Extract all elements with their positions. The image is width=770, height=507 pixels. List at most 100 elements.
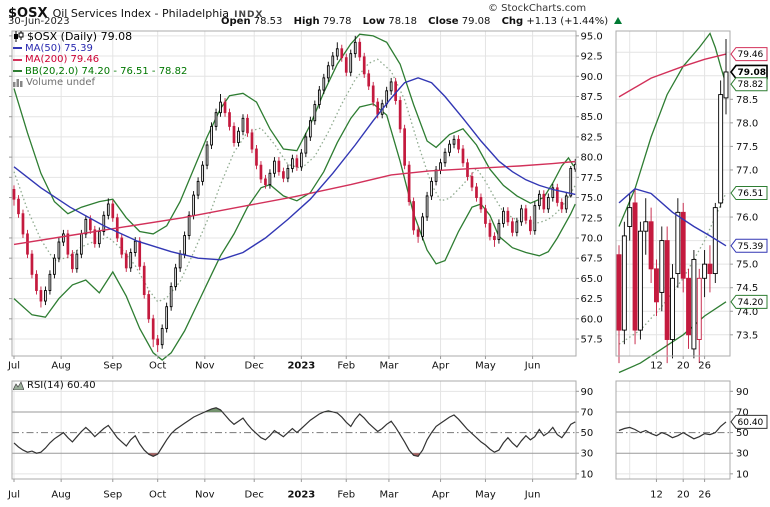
candle-body [53,257,56,275]
svg-text:12: 12 [650,490,663,501]
candle-body [151,318,155,340]
candle-body [502,210,505,224]
candle-body [79,233,83,255]
candle-body [479,197,483,210]
svg-text:75.0: 75.0 [581,193,603,204]
candle-body [214,112,218,127]
legend-bb: BB(20,2.0) 74.20 - 76.51 - 78.82 [25,65,188,77]
exchange-label: INDX [234,10,264,20]
svg-text:79.08: 79.08 [738,68,766,78]
candle-body [57,241,61,259]
candle-body [286,167,290,179]
candle-body [259,164,263,180]
candle-body [71,253,74,270]
candle-body [308,120,312,138]
candle-body [524,208,528,221]
candle-body [707,263,713,275]
svg-text:90: 90 [581,387,594,398]
candle-body [169,286,173,308]
open-label: Open [221,16,251,27]
candle-body [201,164,204,182]
svg-text:2023: 2023 [287,490,315,501]
axis-value-badge [730,414,768,429]
axis-value-badge [730,186,768,201]
candle-body [97,231,101,245]
candle-body [174,267,177,287]
candle-body [26,233,29,255]
candle-body [385,90,389,105]
svg-text:80.0: 80.0 [581,153,603,164]
candle-body [371,85,375,103]
candle-body [317,89,321,106]
candle-body [340,48,344,59]
candle-body [210,125,213,146]
legend-symbol: $OSX (Daily) 79.08 [27,30,133,43]
rsi-line [618,421,727,440]
open-value: 78.53 [253,16,283,27]
candle-body [533,205,537,232]
candle-body [205,144,209,166]
svg-text:50: 50 [581,428,594,439]
candle-body [282,171,285,179]
chg-value: +1.13 (+1.44%) [526,16,609,27]
candle-body [160,328,164,346]
svg-text:60.40: 60.40 [738,418,764,428]
ma50-line [618,188,727,247]
candle-body [670,277,675,340]
svg-text:95.0: 95.0 [581,31,603,42]
candle-body [520,208,523,223]
candle-body [654,268,659,303]
svg-text:Sep: Sep [103,361,122,372]
candle-body [425,195,429,218]
candle-body [291,158,294,169]
svg-text:26: 26 [698,361,711,372]
main-price-panel: 95.0 92.5 90.0 87.5 85.0 82.5 80.0 77.5 75.0 72.5… [7,30,603,372]
ma50-swatch-icon [13,47,22,50]
svg-text:50: 50 [736,428,749,439]
candle-body [632,202,638,331]
svg-text:Nov: Nov [195,490,215,501]
svg-text:Feb: Feb [337,490,355,501]
main-rsi-panel: 90 70 50 30 10 Jul Aug Sep Oct Nov Dec 2023 Feb Mar Ap… [7,380,594,501]
candle-body [75,253,79,270]
svg-text:76.51: 76.51 [738,189,764,199]
bb-lower-band-line [13,103,576,361]
svg-text:May: May [475,361,496,372]
bb-middle-band-line [13,58,576,303]
svg-text:Jul: Jul [7,361,20,372]
candle-body [696,277,702,340]
candle-body [362,56,366,75]
candle-body [268,172,272,186]
high-label: High [293,16,320,27]
svg-text:Oct: Oct [149,361,166,372]
candle-body [412,201,415,231]
svg-text:87.5: 87.5 [581,92,603,103]
legend-ma50: MA(50) 75.39 [25,42,93,54]
candle-body [367,73,371,87]
candle-body [398,100,402,130]
panel-border [615,380,731,480]
axis-value-badge [730,77,768,92]
svg-text:75.39: 75.39 [738,242,764,252]
candle-body [223,101,227,114]
svg-text:Aug: Aug [51,361,71,372]
svg-text:74.0: 74.0 [736,307,758,318]
candle-body [133,240,137,253]
svg-text:60.0: 60.0 [581,314,603,325]
candle-body [511,221,514,233]
rsi-oversold-fill [147,453,159,457]
candle-body [627,207,633,227]
candlestick-series [616,39,729,364]
candle-body [228,112,231,127]
candle-body [264,178,267,186]
svg-text:70: 70 [736,407,749,418]
symbol-name: Oil Services Index - Philadelphia [52,7,229,20]
candlestick-icon [14,31,24,43]
svg-text:Jul: Jul [7,490,20,501]
svg-text:10: 10 [736,469,749,480]
candle-body [506,210,510,223]
symbol: $OSX [8,6,48,21]
candle-body [313,104,317,122]
